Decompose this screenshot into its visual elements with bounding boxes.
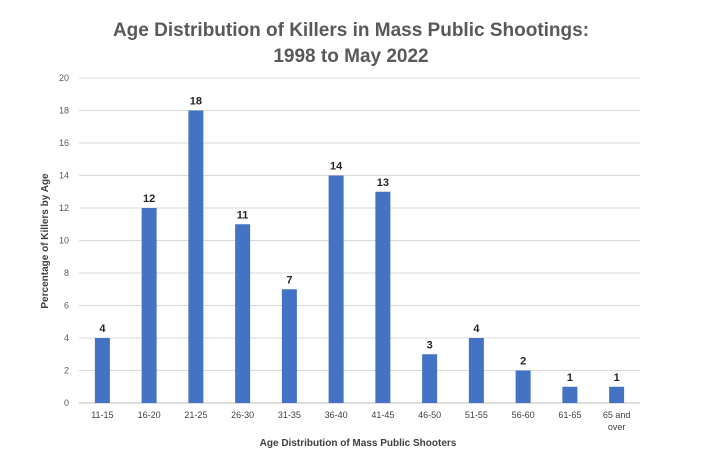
y-tick-label: 2: [64, 366, 69, 376]
bar: [375, 191, 391, 403]
data-label: 3: [427, 339, 433, 351]
x-tick-label: 36-40: [325, 410, 348, 420]
data-label: 7: [286, 274, 292, 286]
y-tick-label: 8: [64, 268, 69, 278]
x-tick-label: over: [608, 422, 626, 432]
data-label: 1: [567, 372, 573, 384]
bar: [141, 208, 157, 403]
bar: [515, 370, 531, 403]
bar: [609, 386, 625, 403]
bar: [562, 386, 578, 403]
bar: [422, 354, 438, 403]
x-tick-label: 61-65: [558, 410, 581, 420]
data-label: 13: [377, 177, 389, 189]
x-tick-label: 21-25: [184, 410, 207, 420]
gridlines: [79, 77, 640, 404]
bar: [468, 338, 484, 403]
x-tick-label: 11-15: [91, 410, 113, 420]
data-label: 14: [330, 161, 343, 173]
y-tick-label: 6: [64, 301, 69, 311]
x-tick-label: 65 and: [603, 410, 631, 420]
x-tick-label: 31-35: [278, 410, 301, 420]
data-label: 11: [237, 209, 249, 221]
data-label: 1: [614, 372, 620, 384]
data-label: 4: [473, 323, 480, 335]
y-tick-label: 10: [59, 236, 69, 246]
data-label: 12: [143, 193, 155, 205]
y-tick-label: 18: [59, 106, 69, 116]
x-tick-label: 56-60: [512, 410, 535, 420]
data-label: 4: [99, 323, 106, 335]
chart-title-line-2: 1998 to May 2022: [273, 46, 428, 67]
y-axis-tick-labels: 0 2 4 6 8 10 12 14 16 18 20: [59, 73, 69, 408]
bar: [94, 338, 110, 403]
y-tick-label: 4: [64, 333, 69, 343]
data-label: 2: [520, 356, 526, 368]
x-tick-label: 46-50: [418, 410, 441, 420]
bar: [328, 175, 344, 403]
x-tick-label: 51-55: [465, 410, 488, 420]
data-label: 18: [190, 96, 202, 108]
x-tick-label: 41-45: [371, 410, 394, 420]
chart-title-line-1: Age Distribution of Killers in Mass Publ…: [113, 20, 589, 41]
x-tick-label: 16-20: [138, 410, 161, 420]
x-axis-category-labels: 11-15 16-20 21-25 26-30 31-35 36-40 41-45 46-50…: [91, 410, 630, 432]
y-tick-label: 20: [59, 73, 69, 83]
x-axis-title: Age Distribution of Mass Public Shooters: [260, 438, 457, 449]
y-tick-label: 0: [64, 398, 69, 408]
x-tick-label: 26-30: [231, 410, 254, 420]
bar: [281, 289, 297, 403]
y-tick-label: 16: [59, 138, 69, 148]
y-tick-label: 12: [59, 203, 69, 213]
bar: [188, 110, 204, 403]
y-axis-title: Percentage of Killers by Age: [40, 173, 51, 309]
y-tick-label: 14: [59, 171, 69, 181]
bars: [94, 110, 625, 403]
bar: [235, 224, 251, 403]
